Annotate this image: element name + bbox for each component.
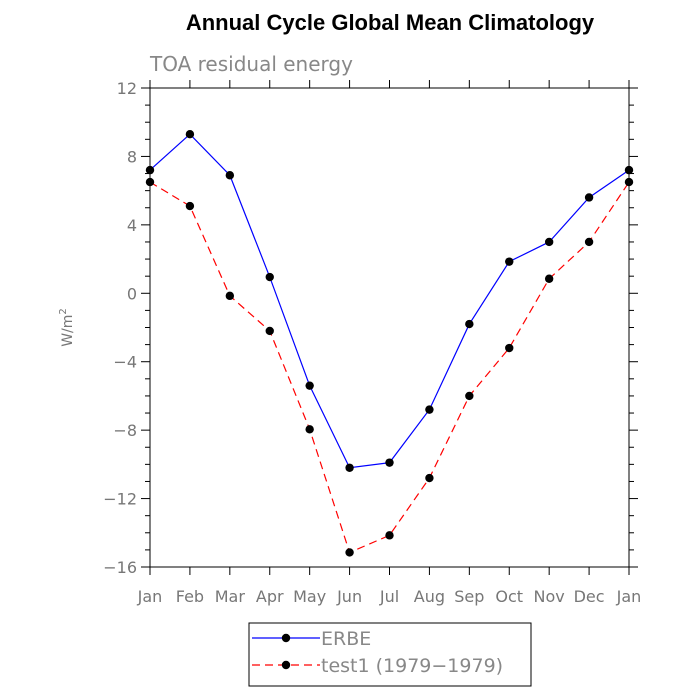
data-point <box>385 531 394 540</box>
chart-subtitle: TOA residual energy <box>149 52 353 76</box>
data-point <box>505 257 514 266</box>
y-tick-label: −16 <box>103 558 137 577</box>
data-point <box>145 177 155 187</box>
series-1 <box>145 129 634 472</box>
axis-ticks <box>141 80 638 575</box>
series-layer <box>145 129 634 557</box>
y-axis-label-text: W/m <box>60 315 76 347</box>
data-point <box>185 201 195 211</box>
data-point <box>425 405 434 414</box>
data-point <box>544 274 554 283</box>
x-tick-label: May <box>293 587 326 606</box>
x-tick-label: Dec <box>574 587 605 606</box>
x-tick-label: Apr <box>256 587 284 606</box>
y-tick-label: −8 <box>113 421 137 440</box>
x-tick-label: Mar <box>215 587 246 606</box>
x-tick-label: Jan <box>616 587 642 606</box>
data-point <box>584 237 594 247</box>
data-point <box>385 458 394 467</box>
data-point <box>265 326 274 336</box>
data-point <box>465 391 474 401</box>
svg-text:W/m2: W/m2 <box>58 308 76 347</box>
legend-label: test1 (1979−1979) <box>321 655 503 677</box>
y-axis-label: W/m2 <box>58 308 76 347</box>
data-point <box>624 177 634 187</box>
x-tick-label: Jul <box>379 587 399 606</box>
legend-box <box>248 622 532 687</box>
y-tick-label: 12 <box>117 79 137 98</box>
tick-labels: Jan Feb Mar Apr May Jun Jul Aug Sep Oct Nov Dec Jan 1… <box>103 79 641 606</box>
data-point <box>624 165 634 175</box>
legend-label: ERBE <box>321 628 371 650</box>
data-point <box>345 548 354 557</box>
series-2 <box>145 177 634 557</box>
y-axis-label-superscript: 2 <box>58 308 69 314</box>
data-point <box>505 343 514 353</box>
y-tick-label: −4 <box>113 353 137 372</box>
data-point <box>544 237 554 247</box>
x-tick-label: Feb <box>176 587 204 606</box>
legend-marker <box>281 660 291 670</box>
data-point <box>225 291 235 301</box>
plot-frame <box>149 87 630 568</box>
y-tick-label: −12 <box>103 490 137 509</box>
data-point <box>345 463 354 472</box>
data-point <box>145 165 155 175</box>
data-point <box>584 193 594 202</box>
x-tick-label: Jun <box>336 587 362 606</box>
data-point <box>305 425 314 434</box>
legend-item-1: ERBE <box>252 628 371 650</box>
chart-title: Annual Cycle Global Mean Climatology <box>186 10 595 35</box>
x-tick-label: Aug <box>414 587 445 606</box>
x-tick-label: Sep <box>454 587 484 606</box>
x-tick-label: Nov <box>534 587 565 606</box>
data-point <box>185 129 195 139</box>
y-tick-label: 0 <box>127 284 137 303</box>
legend: ERBE test1 (1979−1979) <box>248 622 532 687</box>
x-tick-label: Jan <box>137 587 163 606</box>
series-line <box>149 181 630 554</box>
data-point <box>225 171 235 180</box>
legend-marker <box>281 633 291 643</box>
data-point <box>425 473 434 483</box>
data-point <box>305 381 314 390</box>
series-line <box>149 133 630 469</box>
x-tick-label: Oct <box>495 587 523 606</box>
data-point <box>265 272 274 282</box>
y-tick-label: 4 <box>127 216 137 235</box>
legend-item-2: test1 (1979−1979) <box>252 655 503 677</box>
y-tick-label: 8 <box>127 147 137 166</box>
data-point <box>465 319 474 329</box>
